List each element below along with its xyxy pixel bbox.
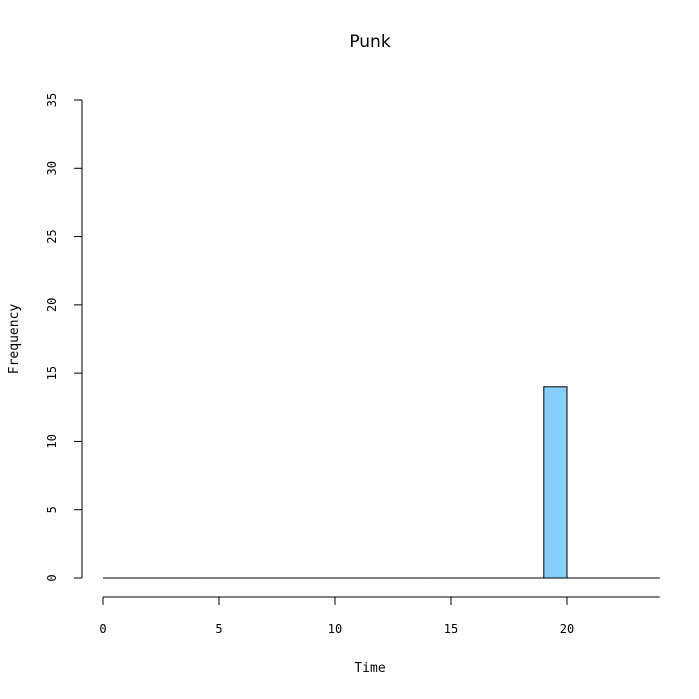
y-axis-label: Frequency: [7, 304, 22, 375]
x-tick-label: 15: [444, 622, 458, 636]
histogram-bar: [543, 386, 568, 579]
x-tick-label: 0: [99, 622, 106, 636]
bars-group: [103, 386, 660, 579]
y-axis: 0 5 10 15 20 25 30 35: [45, 93, 83, 582]
x-tick-label: 20: [560, 622, 574, 636]
y-tick-label: 25: [45, 229, 59, 243]
x-tick-label: 10: [328, 622, 342, 636]
y-tick-label: 5: [45, 506, 59, 513]
y-tick-label: 20: [45, 298, 59, 312]
x-axis: 0 5 10 15 20: [99, 596, 660, 636]
x-axis-label: Time: [354, 661, 385, 676]
y-tick-label: 0: [45, 574, 59, 581]
y-tick-label: 35: [45, 93, 59, 107]
y-tick-label: 15: [45, 366, 59, 380]
x-tick-label: 5: [215, 622, 222, 636]
y-tick-label: 10: [45, 434, 59, 448]
chart-title: Punk: [349, 32, 391, 52]
y-tick-label: 30: [45, 161, 59, 175]
